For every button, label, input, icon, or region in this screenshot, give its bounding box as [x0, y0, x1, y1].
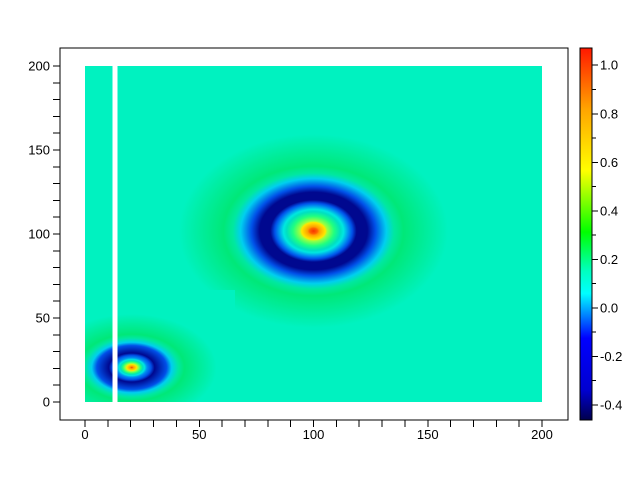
svg-text:-0.4: -0.4	[600, 397, 622, 412]
svg-text:50: 50	[36, 311, 50, 326]
svg-text:0.2: 0.2	[600, 252, 618, 267]
svg-text:0: 0	[43, 395, 50, 410]
svg-text:200: 200	[28, 59, 50, 74]
svg-text:0: 0	[81, 427, 88, 442]
svg-text:0.6: 0.6	[600, 155, 618, 170]
svg-text:0.0: 0.0	[600, 300, 618, 315]
svg-text:100: 100	[28, 227, 50, 242]
svg-text:200: 200	[531, 427, 553, 442]
svg-text:150: 150	[28, 143, 50, 158]
svg-text:50: 50	[192, 427, 206, 442]
svg-text:-0.2: -0.2	[600, 349, 622, 364]
svg-text:0.8: 0.8	[600, 106, 618, 121]
svg-text:0.4: 0.4	[600, 203, 618, 218]
svg-text:150: 150	[417, 427, 439, 442]
svg-text:1.0: 1.0	[600, 58, 618, 73]
svg-text:100: 100	[303, 427, 325, 442]
